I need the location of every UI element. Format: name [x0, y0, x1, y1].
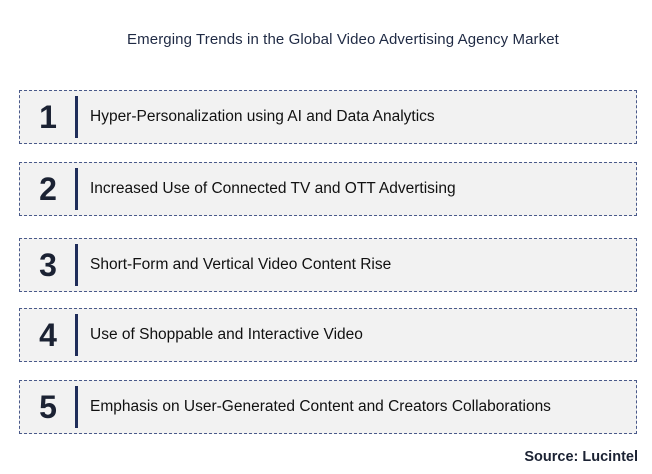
trend-row-5: 5 Emphasis on User-Generated Content and…	[19, 380, 637, 434]
chart-title: Emerging Trends in the Global Video Adve…	[127, 31, 559, 48]
trend-number: 2	[39, 170, 57, 207]
trend-divider	[75, 314, 78, 356]
trend-label: Emphasis on User-Generated Content and C…	[90, 398, 551, 415]
trend-number: 3	[39, 246, 57, 283]
trend-label: Short-Form and Vertical Video Content Ri…	[90, 256, 392, 273]
source-credit: Source: Lucintel	[524, 449, 638, 465]
trend-number: 1	[39, 98, 57, 135]
trend-row-2: 2 Increased Use of Connected TV and OTT …	[19, 162, 637, 216]
trend-number: 5	[39, 388, 57, 425]
trend-label: Increased Use of Connected TV and OTT Ad…	[90, 180, 456, 197]
trend-row-3: 3 Short-Form and Vertical Video Content …	[19, 238, 637, 292]
trend-divider	[75, 386, 78, 428]
trend-row-1: 1 Hyper-Personalization using AI and Dat…	[19, 90, 637, 144]
trend-label: Hyper-Personalization using AI and Data …	[90, 108, 435, 125]
trend-row-4: 4 Use of Shoppable and Interactive Video	[19, 308, 637, 362]
trend-divider	[75, 168, 78, 210]
trend-divider	[75, 244, 78, 286]
trend-number: 4	[39, 316, 57, 353]
trend-label: Use of Shoppable and Interactive Video	[90, 326, 363, 343]
trend-list: 1 Hyper-Personalization using AI and Dat…	[19, 0, 639, 474]
trend-divider	[75, 96, 78, 138]
